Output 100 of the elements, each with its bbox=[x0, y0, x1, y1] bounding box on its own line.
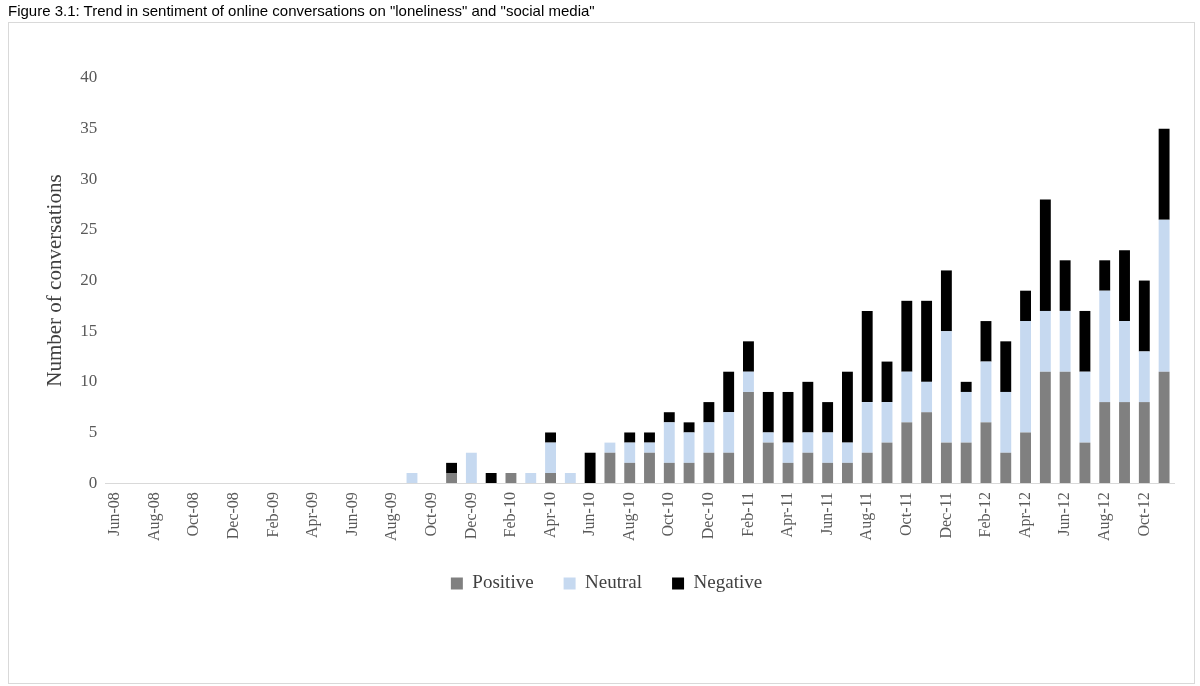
legend-label: Positive bbox=[472, 571, 534, 593]
bar bbox=[624, 432, 636, 443]
bar bbox=[940, 270, 952, 332]
x-tick-label: Dec-10 bbox=[699, 492, 717, 540]
bar bbox=[743, 341, 754, 372]
x-tick-label: Feb-12 bbox=[976, 492, 994, 538]
bar bbox=[782, 442, 794, 463]
x-tick-label: Dec-11 bbox=[936, 492, 954, 539]
bar bbox=[802, 452, 814, 484]
x-tick-label: Feb-09 bbox=[263, 492, 281, 538]
bar bbox=[525, 472, 537, 484]
bar bbox=[881, 361, 893, 403]
bar bbox=[446, 462, 458, 473]
bar bbox=[1039, 371, 1051, 484]
bar bbox=[921, 300, 933, 382]
bar bbox=[802, 432, 814, 453]
bar bbox=[921, 412, 933, 484]
y-tick-label: 35 bbox=[80, 118, 98, 138]
y-tick-label: 30 bbox=[80, 168, 98, 188]
bar bbox=[683, 432, 695, 463]
x-tick-label: Jun-11 bbox=[817, 492, 835, 536]
bar bbox=[1020, 321, 1031, 433]
bar bbox=[841, 371, 853, 443]
bar bbox=[940, 331, 952, 443]
bar bbox=[901, 371, 913, 423]
bar bbox=[861, 310, 873, 403]
bar bbox=[1099, 260, 1111, 291]
y-axis-title: Number of conversations bbox=[42, 174, 67, 387]
bar bbox=[703, 422, 715, 453]
bar bbox=[1079, 371, 1091, 443]
bar bbox=[1138, 280, 1150, 352]
x-tick-label: Oct-08 bbox=[184, 492, 202, 537]
bar bbox=[762, 442, 774, 484]
bar bbox=[1138, 351, 1150, 403]
bar bbox=[822, 402, 834, 433]
bar bbox=[604, 442, 616, 453]
x-tick-label: Aug-12 bbox=[1094, 492, 1113, 542]
bar bbox=[1079, 442, 1091, 484]
bar bbox=[841, 442, 853, 463]
x-tick-label: Apr-11 bbox=[778, 492, 797, 538]
bar bbox=[1158, 371, 1170, 484]
bar bbox=[584, 452, 596, 484]
bar bbox=[1039, 310, 1051, 372]
bar bbox=[1000, 341, 1012, 392]
bar bbox=[1158, 219, 1170, 372]
bar bbox=[1000, 452, 1012, 484]
x-tick-label: Dec-08 bbox=[224, 492, 242, 540]
x-tick-label: Aug-08 bbox=[144, 492, 163, 542]
x-tick-label: Aug-11 bbox=[857, 492, 876, 541]
bar bbox=[802, 381, 814, 433]
chart-title: Figure 3.1: Trend in sentiment of online conversations on "loneliness" and "social media" bbox=[7, 1, 596, 21]
legend-label: Neutral bbox=[585, 571, 643, 593]
x-tick-label: Jun-10 bbox=[580, 492, 598, 536]
bar bbox=[861, 402, 873, 453]
bar bbox=[960, 442, 972, 484]
bar bbox=[564, 472, 576, 484]
bar bbox=[723, 371, 735, 413]
bar bbox=[1039, 199, 1051, 311]
y-tick-label: 15 bbox=[80, 320, 98, 340]
bar bbox=[703, 402, 715, 423]
bar bbox=[723, 452, 735, 484]
bar bbox=[921, 381, 933, 413]
bar bbox=[822, 462, 834, 484]
bar bbox=[980, 422, 992, 484]
bar bbox=[663, 412, 675, 423]
bar bbox=[505, 472, 517, 484]
bar bbox=[723, 412, 735, 453]
bar bbox=[762, 432, 774, 443]
x-tick-label: Feb-11 bbox=[738, 492, 756, 537]
y-tick-label: 25 bbox=[80, 219, 98, 239]
bar bbox=[703, 452, 715, 484]
bar bbox=[841, 462, 853, 484]
bar bbox=[940, 442, 952, 484]
bar bbox=[624, 462, 636, 484]
x-tick-label: Apr-12 bbox=[1015, 492, 1034, 539]
bar bbox=[644, 452, 655, 484]
bar bbox=[901, 300, 913, 372]
x-tick-label: Apr-09 bbox=[303, 492, 322, 539]
bar bbox=[663, 422, 675, 463]
x-tick-label: Feb-10 bbox=[501, 492, 519, 538]
x-tick-label: Oct-12 bbox=[1134, 492, 1152, 537]
bar bbox=[683, 422, 695, 433]
x-tick-label: Apr-10 bbox=[540, 492, 559, 539]
x-tick-label: Oct-09 bbox=[421, 492, 439, 537]
bar bbox=[1059, 260, 1071, 311]
bar bbox=[1099, 402, 1111, 484]
bar bbox=[861, 452, 873, 484]
bar bbox=[1059, 371, 1071, 484]
bar bbox=[782, 462, 794, 484]
bar bbox=[980, 361, 992, 423]
bar bbox=[1119, 321, 1130, 403]
bar bbox=[485, 472, 497, 484]
bar bbox=[960, 381, 972, 392]
bar bbox=[1079, 310, 1091, 372]
bar bbox=[644, 442, 655, 453]
x-tick-label: Oct-11 bbox=[897, 492, 914, 536]
x-tick-label: Jun-09 bbox=[342, 492, 360, 536]
bar bbox=[663, 462, 675, 484]
bar bbox=[1138, 402, 1150, 484]
bar bbox=[1119, 402, 1130, 484]
